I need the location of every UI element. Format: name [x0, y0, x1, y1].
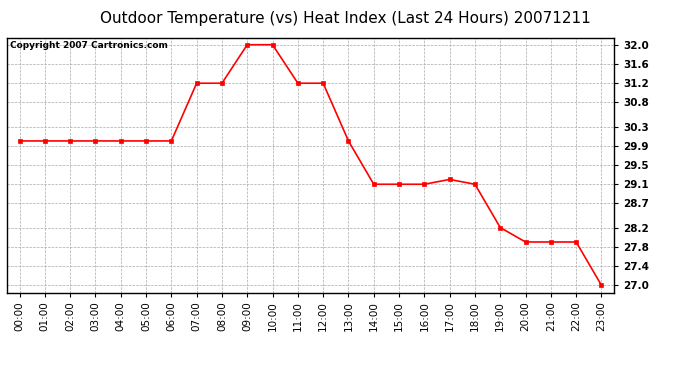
Text: Outdoor Temperature (vs) Heat Index (Last 24 Hours) 20071211: Outdoor Temperature (vs) Heat Index (Las… [99, 11, 591, 26]
Text: Copyright 2007 Cartronics.com: Copyright 2007 Cartronics.com [10, 41, 168, 50]
